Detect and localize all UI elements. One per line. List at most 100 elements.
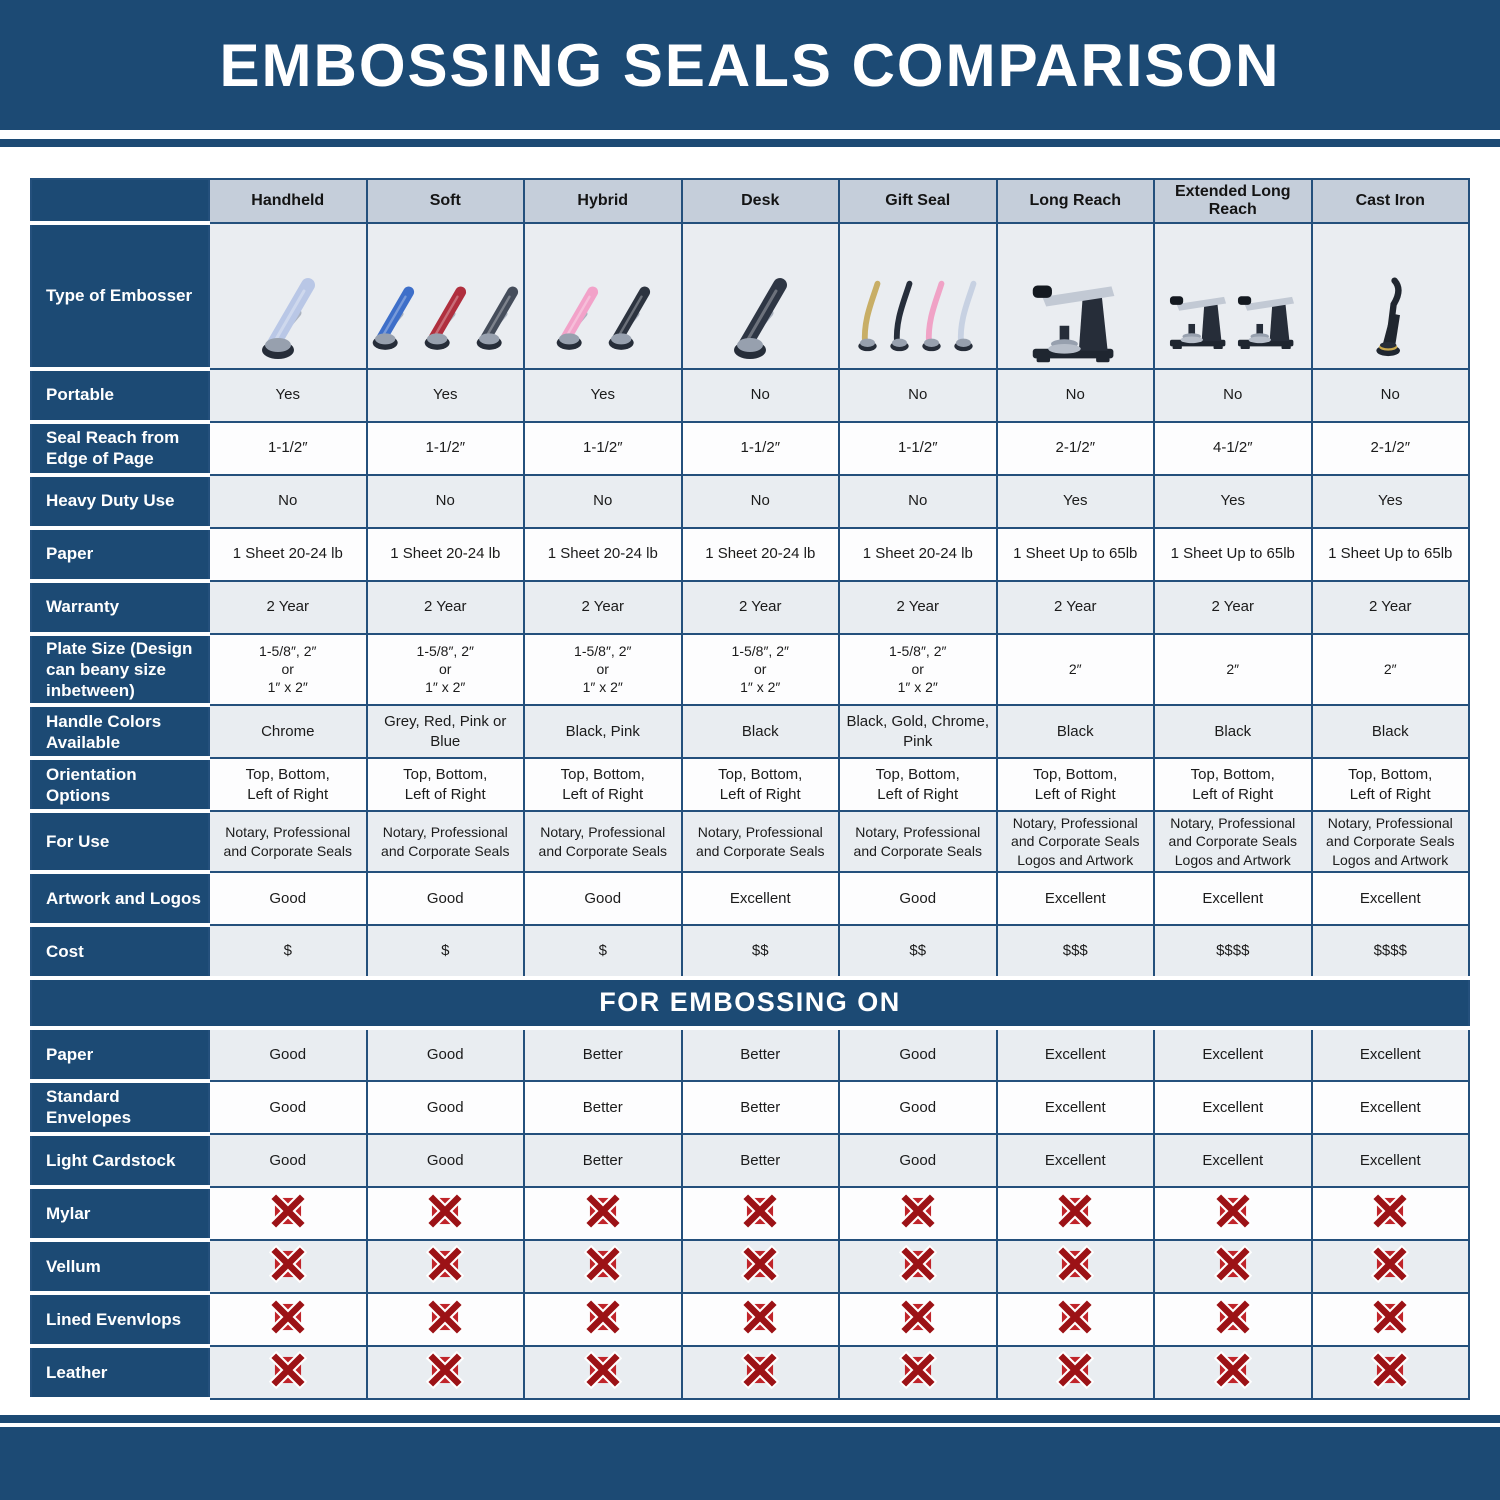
table-cell: $$$ bbox=[995, 923, 1155, 979]
banner-divider-gap bbox=[0, 130, 1500, 139]
table-cell: Notary, Professional and Corporate Seals bbox=[838, 810, 998, 873]
not-suitable-x-icon bbox=[1371, 1350, 1410, 1389]
table-cell: Good bbox=[838, 1026, 998, 1082]
table-cell: Excellent bbox=[1310, 1026, 1470, 1082]
table-row: Heavy Duty Use No No No No No Yes Yes Yes bbox=[30, 472, 1470, 530]
table-cell: Good bbox=[208, 870, 368, 926]
not-suitable-x-icon bbox=[1213, 1191, 1252, 1230]
row-label: Plate Size (Design can beany size inbetw… bbox=[30, 631, 210, 708]
page-title: EMBOSSING SEALS COMPARISON bbox=[219, 31, 1281, 99]
table-cell bbox=[523, 1344, 683, 1400]
table-cell bbox=[1153, 222, 1313, 370]
table-cell: Good bbox=[838, 1079, 998, 1135]
table-cell: Excellent bbox=[1310, 870, 1470, 926]
table-row: Plate Size (Design can beany size inbetw… bbox=[30, 631, 1470, 708]
not-suitable-x-icon bbox=[583, 1191, 622, 1230]
table-cell: 1-1/2″ bbox=[680, 420, 840, 476]
embosser-glyph bbox=[261, 277, 315, 359]
table-cell: $ bbox=[523, 923, 683, 979]
table-cell: Yes bbox=[365, 367, 525, 423]
table-cell: 1 Sheet Up to 65lb bbox=[1310, 526, 1470, 582]
not-suitable-x-icon bbox=[1213, 1297, 1252, 1336]
not-suitable-x-icon bbox=[741, 1191, 780, 1230]
table-cell: $$ bbox=[680, 923, 840, 979]
table-cell: Top, Bottom, Left of Right bbox=[680, 757, 840, 813]
table-cell: Good bbox=[838, 870, 998, 926]
table-cell: Yes bbox=[1310, 473, 1470, 529]
row-label: Seal Reach from Edge of Page bbox=[30, 419, 210, 477]
not-suitable-x-icon bbox=[741, 1350, 780, 1389]
table-cell bbox=[680, 1291, 840, 1347]
comparison-table: Handheld Soft Hybrid Desk Gift Seal Long Reac… bbox=[30, 178, 1470, 1401]
table-cell: Excellent bbox=[1310, 1132, 1470, 1188]
table-cell: No bbox=[523, 473, 683, 529]
not-suitable-x-icon bbox=[426, 1350, 465, 1389]
not-suitable-x-icon bbox=[1371, 1191, 1410, 1230]
table-cell: Top, Bottom, Left of Right bbox=[1153, 757, 1313, 813]
table-cell: Good bbox=[208, 1132, 368, 1188]
table-cell bbox=[838, 1291, 998, 1347]
table-cell bbox=[680, 1344, 840, 1400]
embosser-glyph bbox=[372, 286, 415, 350]
table-cell: No bbox=[680, 367, 840, 423]
table-cell: Notary, Professional and Corporate Seals bbox=[365, 810, 525, 873]
table-cell: $$$$ bbox=[1153, 923, 1313, 979]
comparison-table-wrap: Handheld Soft Hybrid Desk Gift Seal Long Reac… bbox=[30, 178, 1470, 1401]
embosser-glyph bbox=[1376, 276, 1402, 356]
not-suitable-x-icon bbox=[1056, 1297, 1095, 1336]
table-row: Portable Yes Yes Yes No No No No No bbox=[30, 366, 1470, 424]
embosser-glyph bbox=[734, 277, 788, 359]
table-cell: Good bbox=[523, 870, 683, 926]
not-suitable-x-icon bbox=[426, 1191, 465, 1230]
table-cell: Yes bbox=[1153, 473, 1313, 529]
column-header-handheld: Handheld bbox=[208, 178, 368, 224]
table-cell bbox=[680, 222, 840, 370]
table-cell: Black bbox=[995, 704, 1155, 760]
table-cell: Yes bbox=[208, 367, 368, 423]
table-cell: 2-1/2″ bbox=[995, 420, 1155, 476]
not-suitable-x-icon bbox=[426, 1297, 465, 1336]
table-cell: $ bbox=[208, 923, 368, 979]
row-label: Lined Evenvlops bbox=[30, 1290, 210, 1348]
table-cell: 1 Sheet 20-24 lb bbox=[365, 526, 525, 582]
row-label: For Use bbox=[30, 809, 210, 874]
table-cell bbox=[1310, 1185, 1470, 1241]
not-suitable-x-icon bbox=[268, 1191, 307, 1230]
embosser-glyph bbox=[858, 280, 881, 351]
table-cell bbox=[680, 1238, 840, 1294]
not-suitable-x-icon bbox=[1056, 1350, 1095, 1389]
table-cell: Top, Bottom, Left of Right bbox=[523, 757, 683, 813]
row-label: Light Cardstock bbox=[30, 1131, 210, 1189]
column-header-long-reach: Long Reach bbox=[995, 178, 1155, 224]
table-cell bbox=[995, 222, 1155, 370]
table-row: Standard Envelopes Good Good Better Better Go… bbox=[30, 1078, 1470, 1136]
not-suitable-x-icon bbox=[1213, 1350, 1252, 1389]
table-cell: Black, Pink bbox=[523, 704, 683, 760]
table-cell: $ bbox=[365, 923, 525, 979]
table-cell bbox=[365, 1238, 525, 1294]
table-cell bbox=[995, 1185, 1155, 1241]
cast-iron-embosser-image bbox=[1313, 244, 1469, 368]
table-cell bbox=[365, 1185, 525, 1241]
table-cell: Good bbox=[208, 1026, 368, 1082]
column-header-extended-long-reach: Extended Long Reach bbox=[1153, 178, 1313, 224]
table-cell bbox=[1153, 1344, 1313, 1400]
not-suitable-x-icon bbox=[268, 1350, 307, 1389]
table-cell: Good bbox=[365, 1132, 525, 1188]
table-cell: Top, Bottom, Left of Right bbox=[995, 757, 1155, 813]
table-cell: Excellent bbox=[1153, 870, 1313, 926]
table-cell bbox=[838, 1185, 998, 1241]
table-cell: 1-1/2″ bbox=[365, 420, 525, 476]
column-header-hybrid: Hybrid bbox=[523, 178, 683, 224]
table-cell: Excellent bbox=[1153, 1026, 1313, 1082]
table-cell: Yes bbox=[995, 473, 1155, 529]
table-cell: No bbox=[208, 473, 368, 529]
table-cell: 2″ bbox=[1153, 632, 1313, 707]
table-cell bbox=[208, 1291, 368, 1347]
table-cell: Notary, Professional and Corporate Seals… bbox=[1153, 810, 1313, 873]
table-cell: Excellent bbox=[1153, 1079, 1313, 1135]
table-cell: 2-1/2″ bbox=[1310, 420, 1470, 476]
table-cell bbox=[838, 1238, 998, 1294]
table-cell: Better bbox=[680, 1079, 840, 1135]
table-cell: 1-5/8″, 2″ or 1″ x 2″ bbox=[523, 632, 683, 707]
